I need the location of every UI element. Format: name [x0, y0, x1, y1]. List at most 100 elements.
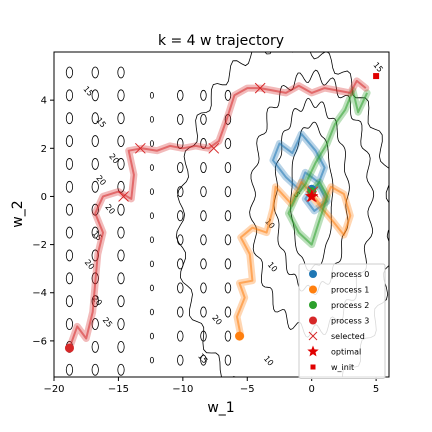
- legend-swatch: [309, 301, 317, 309]
- contour-ellipse: [149, 356, 154, 364]
- legend-item: process 1: [309, 285, 369, 295]
- contour-ellipse: [177, 258, 184, 270]
- legend-label: process 2: [331, 301, 369, 310]
- contour-ellipse: [224, 306, 232, 318]
- contour-ellipse: [117, 341, 125, 353]
- contour-ellipse: [65, 295, 74, 308]
- contour-ellipse: [91, 89, 99, 102]
- contour-ellipse: [117, 203, 125, 216]
- final-point-process-3: [64, 343, 74, 353]
- legend-label: w_init: [331, 363, 354, 372]
- legend-swatch: [309, 285, 317, 294]
- y-tick-label: −2: [32, 240, 47, 251]
- series-core-process-0: [272, 132, 329, 212]
- contour-ellipse: [149, 140, 154, 147]
- contour-ellipse: [177, 162, 184, 173]
- contour-label: 15: [81, 85, 94, 99]
- series-core-process-2: [287, 89, 369, 246]
- x-axis-ticks: −20 −15 −10 −5 0 5: [43, 377, 379, 395]
- contour-ellipse: [177, 89, 184, 101]
- contour-ellipse: [149, 92, 154, 99]
- contour-ellipse: [117, 89, 125, 102]
- legend-swatch: [309, 316, 317, 325]
- contour-label: 10: [262, 354, 275, 368]
- contour-label: 20: [107, 152, 120, 166]
- contour-inner: [290, 121, 334, 272]
- contour-ellipse: [149, 116, 154, 123]
- contour-ellipse: [200, 186, 207, 198]
- contour-ellipse: [149, 188, 154, 195]
- contour-ellipse: [224, 330, 232, 342]
- x-tick-label: −5: [240, 384, 255, 395]
- contour-ellipse: [65, 203, 74, 216]
- y-axis-label: w_2: [10, 200, 26, 227]
- contour-ellipse: [65, 249, 74, 262]
- legend-label: process 0: [331, 270, 369, 279]
- optimal-marker: [305, 189, 319, 203]
- contour-label: 15: [371, 60, 384, 74]
- contour-ellipse: [65, 226, 74, 239]
- x-tick-label: 0: [309, 384, 315, 395]
- contour-ellipse: [65, 158, 74, 170]
- contour-ellipse: [177, 282, 184, 294]
- legend-label: selected: [331, 332, 365, 341]
- contour-ellipse: [91, 363, 99, 376]
- contour-ellipse: [224, 186, 232, 198]
- contour-ellipse: [224, 210, 232, 222]
- series-core-process-1: [236, 181, 352, 337]
- legend-label: process 3: [331, 317, 369, 326]
- contour-ellipse: [65, 180, 74, 193]
- contour-ellipse: [91, 180, 99, 193]
- chart-title: k = 4 w trajectory: [158, 33, 284, 49]
- contour-ellipse: [224, 354, 232, 366]
- selected-marker: [208, 142, 220, 154]
- contour-ellipse: [224, 162, 232, 173]
- y-tick-label: 4: [41, 96, 47, 107]
- contour-ellipse: [224, 282, 232, 294]
- contour-ellipse: [91, 295, 99, 308]
- contour-ellipse: [117, 226, 125, 239]
- contour-outer: [175, 52, 389, 377]
- contour-ellipse: [91, 226, 99, 239]
- legend-swatch: [309, 270, 317, 278]
- series-core-process-3: [68, 79, 367, 349]
- series-layer: [66, 77, 371, 352]
- contour-ellipse: [200, 354, 207, 366]
- contour-ellipse: [224, 234, 232, 246]
- contour-ellipse: [117, 318, 125, 330]
- contour-ellipse: [177, 186, 184, 198]
- legend-swatch: [310, 364, 316, 370]
- contour-ellipse: [149, 164, 154, 171]
- legend-item: optimal: [307, 345, 361, 357]
- selected-marker: [118, 191, 129, 202]
- contour-label: 15: [196, 352, 209, 366]
- plot-frame: [53, 51, 390, 378]
- contour-label: 20: [94, 174, 107, 188]
- contour-ellipse: [91, 318, 99, 330]
- contour-ellipse: [65, 89, 74, 102]
- contour-ellipse: [91, 112, 99, 125]
- selected-marker: [134, 142, 146, 154]
- contour-ellipse: [65, 112, 74, 125]
- contour-ellipse: [65, 135, 74, 147]
- legend-item: process 3: [309, 316, 369, 326]
- w-init-marker: [373, 73, 380, 80]
- y-tick-label: −6: [32, 336, 47, 347]
- contour-ellipse: [117, 112, 125, 125]
- contour-ellipse: [117, 272, 125, 285]
- contour-ellipse: [149, 260, 154, 268]
- contour-ellipse: [65, 363, 74, 376]
- legend-item: selected: [308, 331, 365, 341]
- contour-ellipse: [149, 236, 154, 244]
- legend-item: process 0: [309, 270, 369, 279]
- contour-ellipse: [65, 66, 74, 79]
- legend-label: process 1: [331, 286, 369, 295]
- contour-ellipse: [117, 66, 125, 79]
- contour-ellipse: [200, 162, 207, 173]
- contour-ellipse: [65, 272, 74, 285]
- contour-ellipse: [177, 210, 184, 222]
- contour-ellipse: [91, 158, 99, 170]
- contour-ellipse: [177, 113, 184, 125]
- contour-ellipse: [117, 158, 125, 170]
- x-axis-label: w_1: [207, 400, 234, 416]
